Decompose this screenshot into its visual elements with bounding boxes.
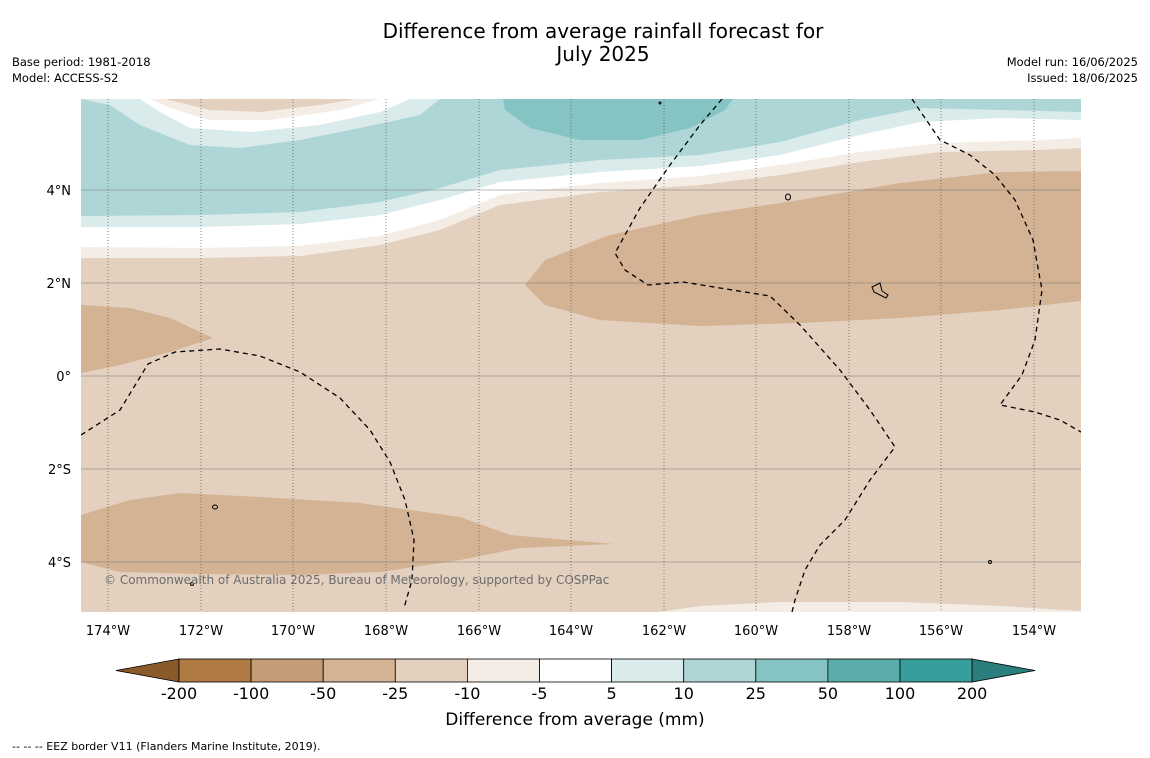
- meta-left: Base period: 1981-2018 Model: ACCESS-S2: [12, 54, 151, 86]
- island: [212, 504, 218, 510]
- colorbar-tick-label: 100: [885, 684, 916, 703]
- colorbar-segment: [178, 658, 252, 683]
- colorbar-tick-label: 25: [746, 684, 766, 703]
- zone-minus25-west: [81, 305, 213, 373]
- island: [988, 560, 992, 564]
- colorbar-segment: [611, 658, 685, 683]
- lon-label: 172°W: [179, 624, 223, 639]
- colorbar-segment: [539, 658, 612, 683]
- islands: [190, 101, 992, 586]
- lon-label: 162°W: [642, 624, 686, 639]
- meta-right: Model run: 16/06/2025 Issued: 18/06/2025: [1007, 54, 1138, 86]
- zone-minus25-south: [81, 493, 614, 575]
- eez-border-east: [911, 99, 1081, 433]
- lat-gridlines: [81, 189, 1081, 563]
- colorbar-tick-label: 10: [674, 684, 694, 703]
- island: [658, 101, 662, 105]
- colorbar-segments: [115, 658, 1036, 683]
- colorbar-segment: [394, 658, 468, 683]
- island: [785, 193, 791, 201]
- colorbar-segment: [683, 658, 757, 683]
- colorbar-tick-label: 200: [957, 684, 988, 703]
- colorbar-segment: [755, 658, 829, 683]
- map-fill-layers: [81, 99, 1081, 612]
- lat-label: 2°N: [47, 277, 72, 292]
- lon-label: 154°W: [1012, 624, 1056, 639]
- colorbar-ticks: -200 -100 -50 -25 -10 -5 5 10 25 50 100 200: [161, 684, 988, 703]
- colorbar-tick-label: -10: [454, 684, 480, 703]
- page-title: Difference from average rainfall forecas…: [0, 20, 1150, 66]
- lat-label: 4°S: [48, 556, 71, 571]
- colorbar-extend-left: [115, 658, 180, 683]
- rainfall-map: © Commonwealth of Australia 2025, Bureau…: [47, 99, 1081, 639]
- colorbar-tick-label: 50: [818, 684, 838, 703]
- colorbar-segment: [899, 658, 973, 683]
- model-run: Model run: 16/06/2025: [1006, 55, 1138, 69]
- model-name: Model: ACCESS-S2: [12, 71, 119, 85]
- island: [190, 582, 194, 586]
- lon-label: 168°W: [364, 624, 408, 639]
- colorbar-tick-label: -50: [310, 684, 336, 703]
- colorbar-tick-label: -5: [532, 684, 548, 703]
- colorbar-segment: [322, 658, 396, 683]
- title-line-2: July 2025: [556, 42, 650, 66]
- colorbar-title: Difference from average (mm): [445, 710, 705, 730]
- lon-label: 166°W: [457, 624, 501, 639]
- eez-border-west: [81, 348, 415, 609]
- colorbar-tick-label: -100: [233, 684, 269, 703]
- base-period: Base period: 1981-2018: [12, 55, 151, 69]
- band-bottom: [660, 602, 1081, 612]
- lat-label: 0°: [56, 370, 71, 385]
- title-line-1: Difference from average rainfall forecas…: [382, 19, 824, 43]
- eez-note: -- -- -- EEZ border V11 (Flanders Marine…: [12, 740, 321, 753]
- lon-label: 158°W: [827, 624, 871, 639]
- colorbar-segment: [466, 658, 540, 683]
- copyright-text: © Commonwealth of Australia 2025, Bureau…: [104, 573, 609, 587]
- arc-minus10: [165, 99, 355, 112]
- lon-label: 164°W: [549, 624, 593, 639]
- issued-date: Issued: 18/06/2025: [1027, 71, 1138, 85]
- lon-label: 170°W: [271, 624, 315, 639]
- lon-label: 156°W: [919, 624, 963, 639]
- lat-label: 2°S: [48, 463, 71, 478]
- colorbar-extend-right: [971, 658, 1036, 683]
- lat-label: 4°N: [47, 184, 72, 199]
- island: [871, 282, 889, 299]
- colorbar-tick-label: -25: [382, 684, 408, 703]
- colorbar-tick-label: 5: [607, 684, 617, 703]
- colorbar-tick-label: -200: [161, 684, 197, 703]
- eez-borders: [81, 99, 1081, 612]
- lon-label: 160°W: [734, 624, 778, 639]
- colorbar-segment: [827, 658, 901, 683]
- lon-label: 174°W: [86, 624, 130, 639]
- eez-border-central: [614, 99, 896, 612]
- zone-minus25-east: [525, 171, 1081, 326]
- band-plus25: [503, 99, 733, 140]
- colorbar-segment: [250, 658, 324, 683]
